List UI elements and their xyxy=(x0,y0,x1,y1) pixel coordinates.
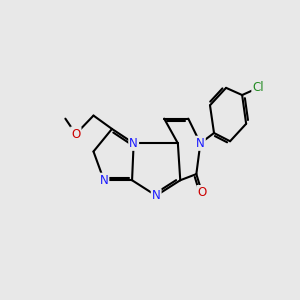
Text: N: N xyxy=(152,189,161,202)
Text: Cl: Cl xyxy=(252,81,264,94)
Text: N: N xyxy=(129,137,138,150)
Text: O: O xyxy=(197,186,207,199)
Text: O: O xyxy=(71,128,80,140)
Text: N: N xyxy=(196,137,205,150)
Text: N: N xyxy=(100,174,108,187)
